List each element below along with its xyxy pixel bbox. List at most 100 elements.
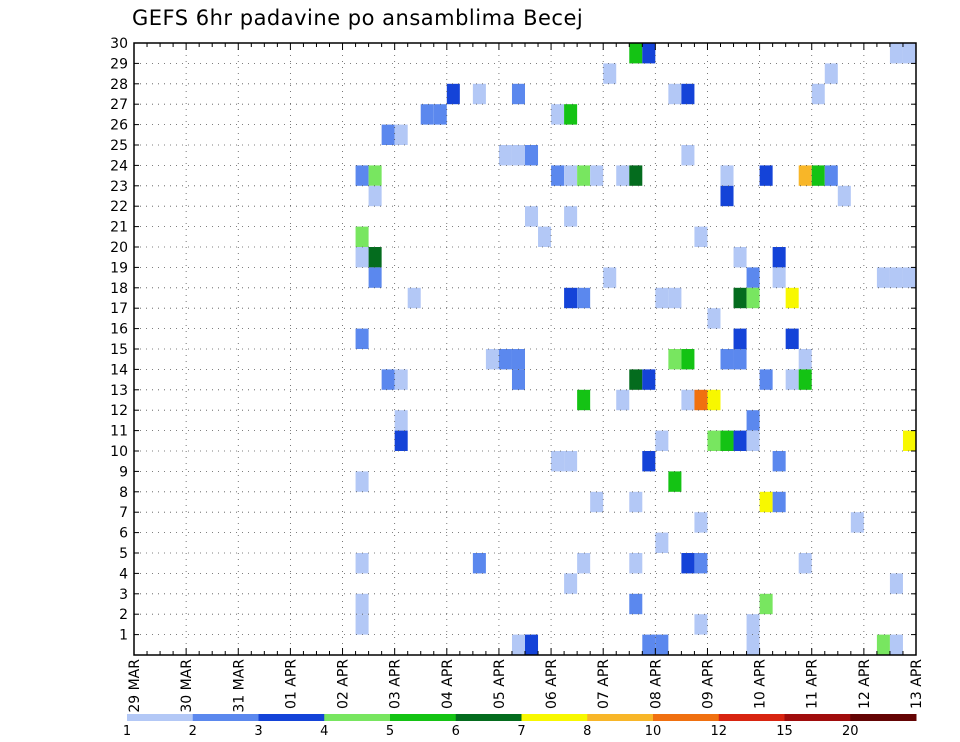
heatmap-cell-9	[668, 83, 682, 105]
x-tick-label-11: 09 APR	[700, 659, 716, 709]
heatmap-cell-70	[681, 349, 695, 370]
y-tick-label-23: 23	[110, 179, 128, 195]
heatmap-cell-18	[498, 145, 512, 166]
heatmap-cell-3	[902, 43, 916, 64]
heatmap-cell-43	[355, 247, 369, 268]
heatmap-cell-81	[798, 369, 812, 390]
heatmap-cell-46	[772, 247, 786, 268]
heatmap-cell-91	[707, 430, 721, 451]
x-tick-label-4: 02 APR	[336, 659, 352, 709]
heatmap-cell-109	[355, 553, 369, 574]
heatmap-cell-104	[759, 491, 773, 513]
y-tick-label-7: 7	[119, 505, 128, 521]
y-tick-label-9: 9	[119, 464, 128, 480]
heatmap-cell-37	[837, 185, 851, 207]
colorbar-swatch-7	[587, 714, 654, 721]
colorbar-label-2: 3	[254, 724, 262, 739]
heatmap-cell-34	[824, 165, 838, 186]
y-tick-label-15: 15	[110, 342, 128, 358]
heatmap-cell-76	[511, 369, 525, 390]
heatmap-cell-16	[381, 124, 395, 145]
colorbar: 1 2 3 4 5 6 7 8 10 12 15 20	[123, 714, 917, 739]
heatmap-cell-113	[681, 553, 695, 574]
y-tick-label-12: 12	[110, 403, 128, 419]
x-tick-label-10: 08 APR	[648, 659, 664, 709]
heatmap-cell-66	[485, 349, 499, 370]
colorbar-label-1: 2	[189, 724, 197, 739]
heatmap-cell-86	[707, 389, 721, 411]
colorbar-swatch-11	[850, 714, 917, 721]
y-tick-label-2: 2	[119, 607, 128, 623]
colorbar-label-10: 15	[776, 724, 793, 739]
x-tick-label-8: 06 APR	[544, 659, 560, 709]
x-tick-label-9: 07 APR	[596, 659, 612, 709]
heatmap-cell-79	[759, 369, 773, 390]
heatmap-cell-64	[733, 328, 747, 349]
heatmap-cell-130	[889, 634, 903, 655]
y-tick-label-20: 20	[110, 240, 128, 256]
heatmap-cell-74	[381, 369, 395, 390]
heatmap-cell-29	[629, 165, 643, 186]
heatmap-cell-124	[511, 634, 525, 655]
heatmap-cell-54	[407, 287, 421, 309]
y-tick-label-11: 11	[110, 424, 128, 440]
heatmap-cell-44	[368, 247, 382, 268]
heatmap-cell-115	[798, 553, 812, 574]
heatmap-cell-33	[811, 165, 825, 186]
heatmap-cell-67	[498, 349, 512, 370]
heatmap-cell-77	[629, 369, 643, 390]
heatmap-cell-13	[433, 104, 447, 125]
heatmap-cell-78	[642, 369, 656, 390]
heatmap-cell-48	[368, 267, 382, 288]
heatmap-cell-105	[772, 491, 786, 513]
heatmap-cell-59	[733, 287, 747, 309]
heatmap-cell-114	[694, 553, 708, 574]
y-tick-label-8: 8	[119, 485, 128, 501]
heatmap-cell-39	[564, 206, 578, 227]
x-tick-label-12: 10 APR	[753, 659, 769, 709]
heatmap-cell-11	[811, 83, 825, 105]
heatmap-cell-8	[511, 83, 525, 105]
heatmap-cell-112	[629, 553, 643, 574]
y-tick-label-5: 5	[119, 546, 128, 562]
colorbar-swatch-2	[258, 714, 325, 721]
heatmap-cell-20	[525, 145, 539, 166]
colorbar-label-7: 8	[583, 724, 591, 739]
heatmap-cell-94	[746, 430, 760, 451]
heatmap-cell-31	[759, 165, 773, 186]
colorbar-swatch-6	[521, 714, 588, 721]
x-tick-label-1: 30 MAR	[179, 659, 195, 713]
y-tick-label-18: 18	[110, 281, 128, 297]
heatmap-cell-107	[850, 512, 864, 533]
heatmap-cell-99	[772, 451, 786, 472]
y-tick-label-4: 4	[119, 566, 128, 582]
y-tick-label-21: 21	[110, 220, 128, 236]
heatmap-cell-5	[824, 63, 838, 84]
y-tick-label-13: 13	[110, 383, 128, 399]
heatmap-cell-93	[733, 430, 747, 451]
heatmap-cell-110	[472, 553, 486, 574]
heatmap-cell-53	[902, 267, 916, 288]
heatmap-cell-12	[420, 104, 434, 125]
heatmap-cell-83	[616, 389, 630, 411]
heatmap-cell-108	[655, 532, 669, 553]
heatmap-cell-88	[746, 410, 760, 431]
x-tick-label-5: 03 APR	[388, 659, 404, 709]
heatmap-cell-71	[720, 349, 734, 370]
colorbar-label-0: 1	[123, 724, 131, 739]
y-tick-label-14: 14	[110, 362, 128, 378]
heatmap-cell-120	[759, 593, 773, 615]
x-tick-label-13: 11 APR	[805, 659, 821, 709]
heatmap-cell-84	[681, 389, 695, 411]
heatmap-cell-62	[707, 308, 721, 329]
heatmap-cell-4	[603, 63, 617, 84]
heatmap-cell-92	[720, 430, 734, 451]
heatmap-cell-82	[577, 389, 591, 411]
heatmap-cell-102	[590, 491, 604, 513]
x-tick-label-6: 04 APR	[440, 659, 456, 709]
heatmap-cell-14	[551, 104, 565, 125]
y-tick-label-17: 17	[110, 301, 128, 317]
y-tick-label-24: 24	[110, 158, 128, 174]
heatmap-cell-47	[603, 267, 617, 288]
heatmap-cell-129	[876, 634, 890, 655]
